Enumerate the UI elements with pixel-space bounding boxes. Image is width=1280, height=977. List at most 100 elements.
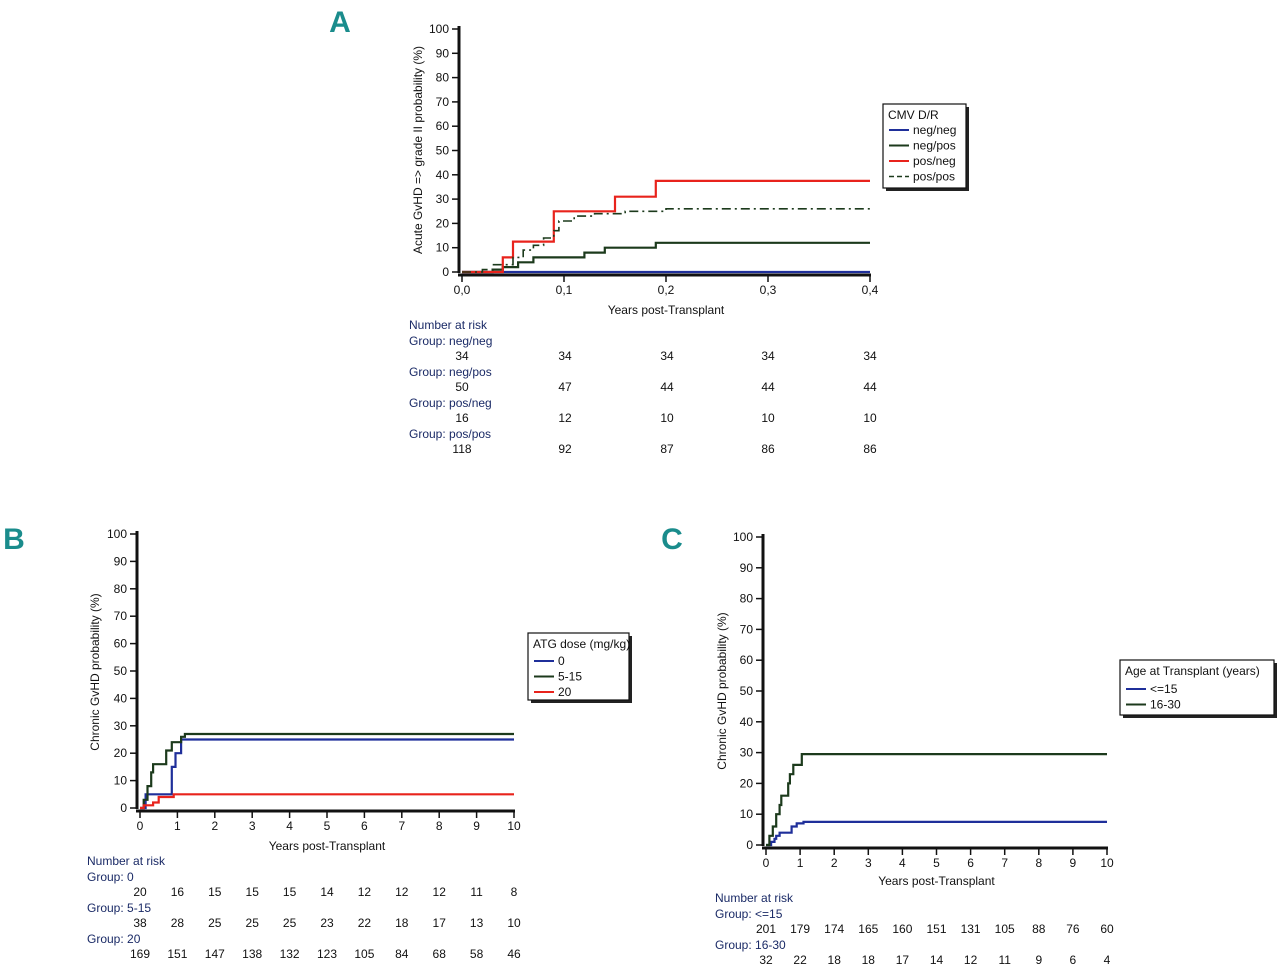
risk-value: 151 [167,947,187,961]
risk-value: 131 [961,922,981,936]
x-tick-label: 10 [1100,856,1114,870]
y-tick-label: 40 [114,691,128,705]
y-tick-label: 90 [114,554,128,568]
legend-label: neg/neg [913,123,956,137]
risk-value: 34 [761,349,775,363]
y-tick-label: 0 [442,265,449,279]
risk-value: 4 [1104,953,1111,967]
legend-box [1119,659,1275,716]
legend-title: ATG dose (mg/kg) [533,637,630,651]
risk-value: 12 [395,885,409,899]
series-line-C-0 [766,820,1107,847]
risk-value: 34 [863,349,877,363]
risk-group-label: Group: 0 [87,870,134,884]
y-tick-label: 90 [740,561,754,575]
risk-value: 25 [283,916,297,930]
risk-value: 16 [171,885,185,899]
legend-label: neg/pos [913,139,956,153]
risk-value: 8 [511,885,518,899]
y-tick-label: 40 [436,168,450,182]
y-tick-label: 10 [436,241,450,255]
risk-value: 38 [133,916,147,930]
series-line-A-2 [462,179,870,274]
y-tick-label: 0 [746,838,753,852]
risk-value: 86 [863,442,877,456]
risk-value: 88 [1032,922,1046,936]
y-tick-label: 10 [740,807,754,821]
y-tick-label: 0 [120,801,127,815]
x-tick-label: 0 [763,856,770,870]
y-tick-label: 100 [429,22,449,36]
risk-value: 34 [558,349,572,363]
y-tick-label: 30 [436,192,450,206]
x-tick-label: 8 [436,819,443,833]
series-line-C-1 [766,752,1107,847]
y-tick-label: 50 [740,684,754,698]
legend-title: Age at Transplant (years) [1125,664,1260,678]
risk-value: 58 [470,947,484,961]
x-tick-label: 0,0 [454,283,471,297]
x-tick-label: 0 [137,819,144,833]
risk-value: 160 [892,922,912,936]
risk-value: 14 [930,953,944,967]
x-tick-label: 0,4 [862,283,879,297]
y-tick-label: 60 [740,653,754,667]
risk-value: 6 [1070,953,1077,967]
legend-label: 0 [558,654,565,668]
risk-value: 151 [926,922,946,936]
risk-value: 11 [998,953,1011,967]
risk-value: 15 [246,885,260,899]
x-tick-label: 4 [286,819,293,833]
risk-group-label: Group: 16-30 [715,938,786,952]
x-tick-label: 0,2 [658,283,675,297]
x-tick-label: 1 [797,856,804,870]
x-tick-label: 3 [865,856,872,870]
x-tick-label: 9 [473,819,480,833]
x-tick-label: 9 [1070,856,1077,870]
x-tick-label: 7 [1001,856,1008,870]
risk-value: 105 [354,947,374,961]
risk-group-label: Group: 5-15 [87,901,151,915]
y-tick-label: 30 [114,719,128,733]
risk-value: 17 [433,916,447,930]
risk-value: 132 [280,947,300,961]
risk-value: 76 [1066,922,1080,936]
risk-value: 12 [433,885,447,899]
risk-table-title: Number at risk [87,854,166,868]
risk-value: 17 [896,953,910,967]
risk-value: 25 [246,916,260,930]
x-axis-label: Years post-Transplant [608,303,725,317]
risk-value: 9 [1035,953,1042,967]
panel-letter-C: C [661,523,683,556]
risk-value: 44 [660,380,674,394]
x-tick-label: 2 [831,856,838,870]
x-tick-label: 5 [324,819,331,833]
risk-value: 165 [858,922,878,936]
risk-group-label: Group: <=15 [715,907,783,921]
y-tick-label: 60 [436,119,450,133]
y-tick-label: 50 [114,664,128,678]
x-tick-label: 2 [211,819,218,833]
x-tick-label: 1 [174,819,181,833]
risk-value: 34 [455,349,469,363]
risk-value: 169 [130,947,150,961]
risk-value: 10 [507,916,521,930]
risk-value: 14 [320,885,334,899]
risk-value: 147 [205,947,225,961]
risk-value: 32 [759,953,773,967]
risk-value: 22 [358,916,372,930]
series-line-B-0 [140,738,514,810]
panel-letter-A: A [329,6,351,39]
x-tick-label: 10 [507,819,521,833]
y-tick-label: 70 [436,95,450,109]
legend-label: 20 [558,685,572,699]
risk-value: 25 [208,916,222,930]
series-line-B-1 [140,732,514,810]
risk-value: 138 [242,947,262,961]
panel-letter-B: B [3,523,25,556]
risk-value: 10 [863,411,877,425]
risk-value: 18 [395,916,409,930]
y-tick-label: 10 [114,774,128,788]
series-line-B-2 [140,793,514,810]
y-tick-label: 20 [740,776,754,790]
